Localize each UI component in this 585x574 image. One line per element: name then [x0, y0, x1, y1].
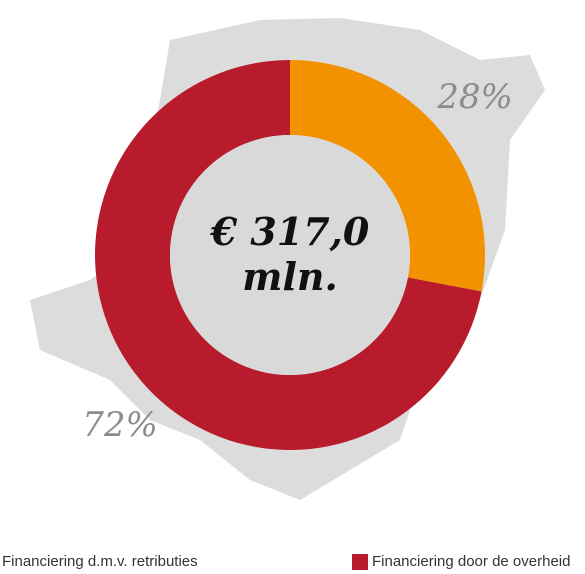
legend-label: Financiering d.m.v. retributies	[2, 553, 198, 570]
value-label: 72%	[82, 405, 158, 445]
donut-segment	[290, 60, 485, 292]
donut	[95, 60, 485, 450]
legend-swatch	[352, 554, 368, 570]
value-label: 28%	[436, 77, 513, 117]
center-label: mln.	[242, 254, 338, 299]
legend-label: Financiering door de overheid	[372, 553, 570, 570]
donut-segment	[95, 60, 482, 450]
donut-hole	[170, 135, 410, 375]
center-label: € 317,0	[210, 209, 370, 254]
